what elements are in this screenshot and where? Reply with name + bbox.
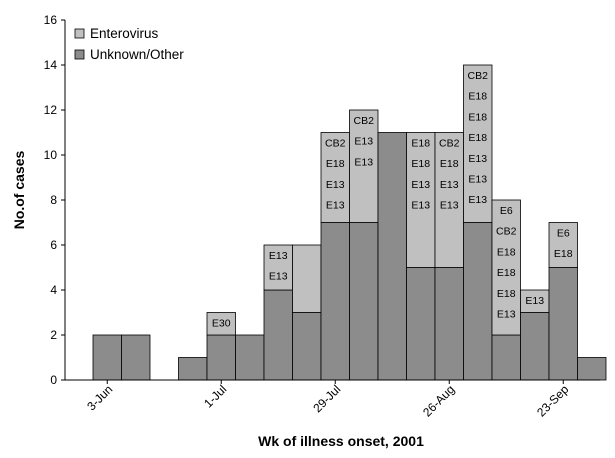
bar-enterovirus xyxy=(434,132,464,268)
legend-label: Unknown/Other xyxy=(90,47,184,62)
bar-unknown-other xyxy=(121,334,151,381)
serotype-label: E13 xyxy=(525,295,544,307)
y-tick-label: 14 xyxy=(44,58,58,72)
serotype-label: E13 xyxy=(440,179,459,191)
serotype-label: E18 xyxy=(440,158,459,170)
serotype-label: E18 xyxy=(497,246,516,258)
x-tick-label: 3-Jun xyxy=(84,382,115,413)
serotype-label: CB2 xyxy=(496,226,517,238)
serotype-label: CB2 xyxy=(325,138,346,150)
serotype-label: CB2 xyxy=(354,115,375,127)
y-axis: 0 2 4 6 8 10 12 14 16 xyxy=(44,13,66,387)
bar-unknown-other xyxy=(377,132,407,381)
serotype-label: E13 xyxy=(440,200,459,212)
legend-label: Enterovirus xyxy=(90,26,159,41)
serotype-label: E13 xyxy=(269,250,288,262)
bar-enterovirus xyxy=(406,132,436,268)
bar-enterovirus xyxy=(463,64,493,223)
x-axis: 3-Jun 1-Jul 29-Jul 26-Aug 23-Sep xyxy=(65,379,600,419)
y-tick-label: 16 xyxy=(44,13,58,27)
bar-unknown-other xyxy=(577,357,607,381)
serotype-label: E13 xyxy=(468,174,487,186)
serotype-label: E18 xyxy=(468,91,487,103)
serotype-label: E6 xyxy=(557,228,570,240)
y-tick-label: 8 xyxy=(50,193,57,207)
serotype-label: E13 xyxy=(269,271,288,283)
bar-enterovirus xyxy=(206,312,236,336)
bar-enterovirus xyxy=(320,132,350,223)
serotype-label: E18 xyxy=(411,138,430,150)
bar-unknown-other xyxy=(206,334,236,381)
bar-unknown-other xyxy=(491,334,521,381)
bar-enterovirus xyxy=(349,109,379,223)
x-tick-label: 29-Jul xyxy=(310,382,343,415)
serotype-label: E13 xyxy=(497,309,516,321)
bar-unknown-other xyxy=(434,267,464,381)
bar-unknown-other xyxy=(548,267,578,381)
serotype-label: E18 xyxy=(468,111,487,123)
serotype-label: E13 xyxy=(411,179,430,191)
serotype-label: E30 xyxy=(212,318,231,330)
serotype-label: CB2 xyxy=(439,138,460,150)
bar-unknown-other xyxy=(292,312,322,381)
bar-unknown-other xyxy=(520,312,550,381)
bar-enterovirus xyxy=(263,244,293,291)
y-tick-label: 12 xyxy=(44,103,58,117)
x-tick-label: 1-Jul xyxy=(201,382,229,410)
bar-unknown-other xyxy=(178,357,208,381)
bar-unknown-other xyxy=(263,289,293,381)
serotype-label: E18 xyxy=(468,132,487,144)
bar-enterovirus xyxy=(548,222,578,268)
serotype-label: CB2 xyxy=(468,70,489,82)
x-axis-title: Wk of illness onset, 2001 xyxy=(258,433,424,449)
y-axis-title: No.of cases xyxy=(11,150,27,229)
y-tick-label: 10 xyxy=(44,148,58,162)
y-tick-label: 2 xyxy=(50,328,57,342)
bar-unknown-other xyxy=(235,334,265,381)
bar-unknown-other xyxy=(92,334,122,381)
serotype-label: E18 xyxy=(554,248,573,260)
serotype-label: E18 xyxy=(411,158,430,170)
legend: Enterovirus Unknown/Other xyxy=(74,26,184,62)
legend-swatch xyxy=(74,49,85,60)
x-tick-label: 26-Aug xyxy=(420,382,457,419)
y-tick-label: 6 xyxy=(50,238,57,252)
bar-enterovirus xyxy=(491,199,521,336)
serotype-label: E13 xyxy=(468,153,487,165)
bar-unknown-other xyxy=(349,222,379,381)
bar-unknown-other xyxy=(406,267,436,381)
plot-area: E30 E13 E13 CB2 E18 E13 E13 CB2 E13 E13 E18 E18 E13 E… xyxy=(92,64,607,381)
x-tick-label: 23-Sep xyxy=(534,382,571,419)
y-tick-label: 0 xyxy=(50,373,57,387)
serotype-label: E18 xyxy=(497,267,516,279)
y-tick-label: 4 xyxy=(50,283,57,297)
serotype-label: E18 xyxy=(497,288,516,300)
serotype-label: E18 xyxy=(326,158,345,170)
bar-unknown-other xyxy=(463,222,493,381)
bar-unknown-other xyxy=(320,222,350,381)
serotype-label: E13 xyxy=(354,156,373,168)
serotype-label: E13 xyxy=(411,200,430,212)
serotype-label: E13 xyxy=(468,194,487,206)
serotype-label: E6 xyxy=(500,205,513,217)
serotype-label: E13 xyxy=(326,179,345,191)
bar-enterovirus xyxy=(292,244,322,313)
serotype-label: E13 xyxy=(326,200,345,212)
serotype-label: E13 xyxy=(354,136,373,148)
legend-swatch xyxy=(74,28,85,39)
